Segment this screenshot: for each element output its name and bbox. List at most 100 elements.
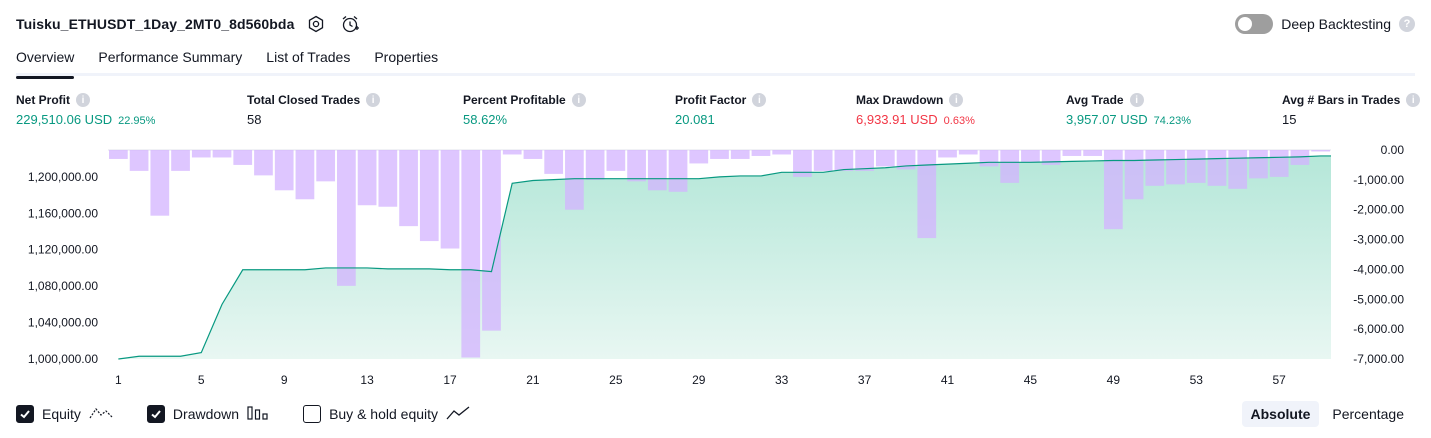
drawdown-bar — [1166, 150, 1185, 185]
strategy-header: Tuisku_ETHUSDT_1Day_2MT0_8d560bda — [16, 12, 362, 36]
x-axis-tick-label: 25 — [609, 373, 623, 387]
info-icon[interactable]: i — [76, 93, 90, 107]
drawdown-bar — [461, 150, 481, 358]
drawdown-bar — [1103, 150, 1123, 230]
x-axis-tick-label: 29 — [692, 373, 706, 387]
drawdown-bar — [917, 150, 937, 239]
drawdown-bars-icon — [247, 405, 269, 424]
metric-value: 20.081 — [675, 112, 715, 127]
percentage-button[interactable]: Percentage — [1332, 406, 1404, 422]
drawdown-bar — [254, 150, 273, 176]
right-axis-tick-label: -6,000.00 — [1353, 322, 1404, 336]
drawdown-bar — [979, 150, 999, 167]
metric-net-profit: Net Profit i 229,510.06 USD 22.95% — [16, 93, 155, 127]
checkbox-checked[interactable] — [16, 405, 34, 423]
drawdown-bar — [875, 150, 895, 167]
drawdown-bar — [647, 150, 667, 191]
info-icon[interactable]: i — [1129, 93, 1144, 107]
metric-value: 229,510.06 USD — [16, 112, 113, 127]
info-icon[interactable]: i — [949, 93, 964, 107]
alarm-clock-icon[interactable] — [338, 12, 362, 36]
metric-value: 6,933.91 USD — [856, 112, 938, 127]
drawdown-bar — [109, 150, 128, 159]
metric-label: Percent Profitable — [463, 93, 566, 107]
checkbox-checked[interactable] — [146, 405, 165, 423]
drawdown-bar — [1145, 150, 1165, 186]
drawdown-bar — [1083, 150, 1102, 156]
x-axis-tick-label: 21 — [526, 373, 540, 387]
drawdown-bar — [274, 150, 294, 191]
metric-percent: 74.23% — [1153, 115, 1191, 127]
strategy-title: Tuisku_ETHUSDT_1Day_2MT0_8d560bda — [16, 16, 295, 32]
drawdown-bar — [316, 150, 336, 182]
legend-drawdown[interactable]: Drawdown — [146, 405, 269, 424]
legend-buy-hold[interactable]: Buy & hold equity — [303, 405, 470, 424]
drawdown-bar — [1186, 150, 1206, 183]
drawdown-bar — [751, 150, 771, 156]
drawdown-bar — [150, 150, 170, 216]
right-axis-tick-label: -7,000.00 — [1353, 352, 1404, 366]
drawdown-bar — [1000, 150, 1020, 183]
metric-value: 58 — [247, 112, 262, 127]
legend-label: Drawdown — [172, 406, 240, 422]
drawdown-bar — [1269, 150, 1289, 177]
absolute-button[interactable]: Absolute — [1241, 401, 1320, 427]
metric-label: Net Profit — [16, 93, 70, 107]
metric-avg-bars: Avg # Bars in Trades i 15 — [1282, 93, 1421, 127]
drawdown-bar — [1311, 150, 1330, 152]
x-axis-tick-label: 45 — [1024, 373, 1038, 387]
report-tabs: Overview Performance Summary List of Tra… — [16, 40, 1415, 79]
legend-equity[interactable]: Equity — [16, 405, 113, 424]
drawdown-bar — [689, 150, 709, 164]
metric-label: Max Drawdown — [856, 93, 944, 107]
x-axis-tick-label: 1 — [115, 373, 122, 387]
drawdown-bar — [1041, 150, 1061, 165]
drawdown-bar — [896, 150, 916, 170]
checkbox-unchecked[interactable] — [303, 405, 322, 423]
metric-value: 3,957.07 USD — [1066, 112, 1148, 127]
info-icon[interactable]: i — [571, 93, 586, 107]
drawdown-bar — [295, 150, 315, 200]
drawdown-bar — [191, 150, 211, 158]
help-icon[interactable]: ? — [1399, 16, 1415, 32]
tab-performance-summary[interactable]: Performance Summary — [98, 49, 243, 65]
drawdown-bar — [357, 150, 377, 206]
drawdown-bar — [1290, 150, 1310, 165]
chart-legend: Equity Drawdown Buy & hold equity — [16, 402, 470, 426]
left-axis-tick-label: 1,000,000.00 — [28, 352, 98, 366]
metric-label: Avg Trade — [1066, 93, 1124, 107]
info-icon[interactable]: i — [366, 93, 381, 107]
drawdown-bar — [419, 150, 439, 242]
equity-line — [118, 155, 1331, 360]
buy-hold-line-icon — [446, 405, 470, 424]
x-axis-tick-label: 5 — [198, 373, 205, 387]
x-axis-tick-label: 13 — [360, 373, 374, 387]
drawdown-bar — [606, 150, 626, 171]
left-axis-tick-label: 1,200,000.00 — [28, 170, 98, 184]
deep-backtesting-toggle[interactable] — [1235, 14, 1274, 34]
drawdown-bar — [171, 150, 190, 171]
equity-drawdown-chart[interactable]: 1,200,000.00 1,160,000.00 1,120,000.00 1,08… — [0, 140, 1431, 395]
drawdown-bar — [233, 150, 253, 165]
drawdown-bar — [834, 150, 854, 171]
tab-list-of-trades[interactable]: List of Trades — [266, 49, 351, 65]
equity-area — [118, 155, 1332, 359]
info-icon[interactable]: i — [752, 93, 767, 107]
tab-properties[interactable]: Properties — [374, 49, 439, 65]
drawdown-bar — [585, 150, 605, 180]
info-icon[interactable]: i — [1406, 93, 1421, 107]
drawdown-bar — [730, 150, 750, 159]
drawdown-bar — [772, 150, 792, 155]
tab-overview[interactable]: Overview — [16, 40, 75, 79]
metric-total-closed-trades: Total Closed Trades i 58 — [247, 93, 381, 127]
metric-percent: 22.95% — [118, 115, 156, 127]
settings-icon[interactable] — [304, 12, 328, 36]
drawdown-bar — [1207, 150, 1227, 186]
metric-value: 58.62% — [463, 112, 508, 127]
deep-backtesting-control: Deep Backtesting ? — [1235, 12, 1415, 36]
drawdown-bar — [855, 150, 874, 171]
metrics-row: Net Profit i 229,510.06 USD 22.95% Total C… — [16, 93, 1421, 133]
metric-max-drawdown: Max Drawdown i 6,933.91 USD 0.63% — [856, 93, 975, 127]
drawdown-bar — [793, 150, 812, 177]
drawdown-bar — [337, 150, 356, 286]
